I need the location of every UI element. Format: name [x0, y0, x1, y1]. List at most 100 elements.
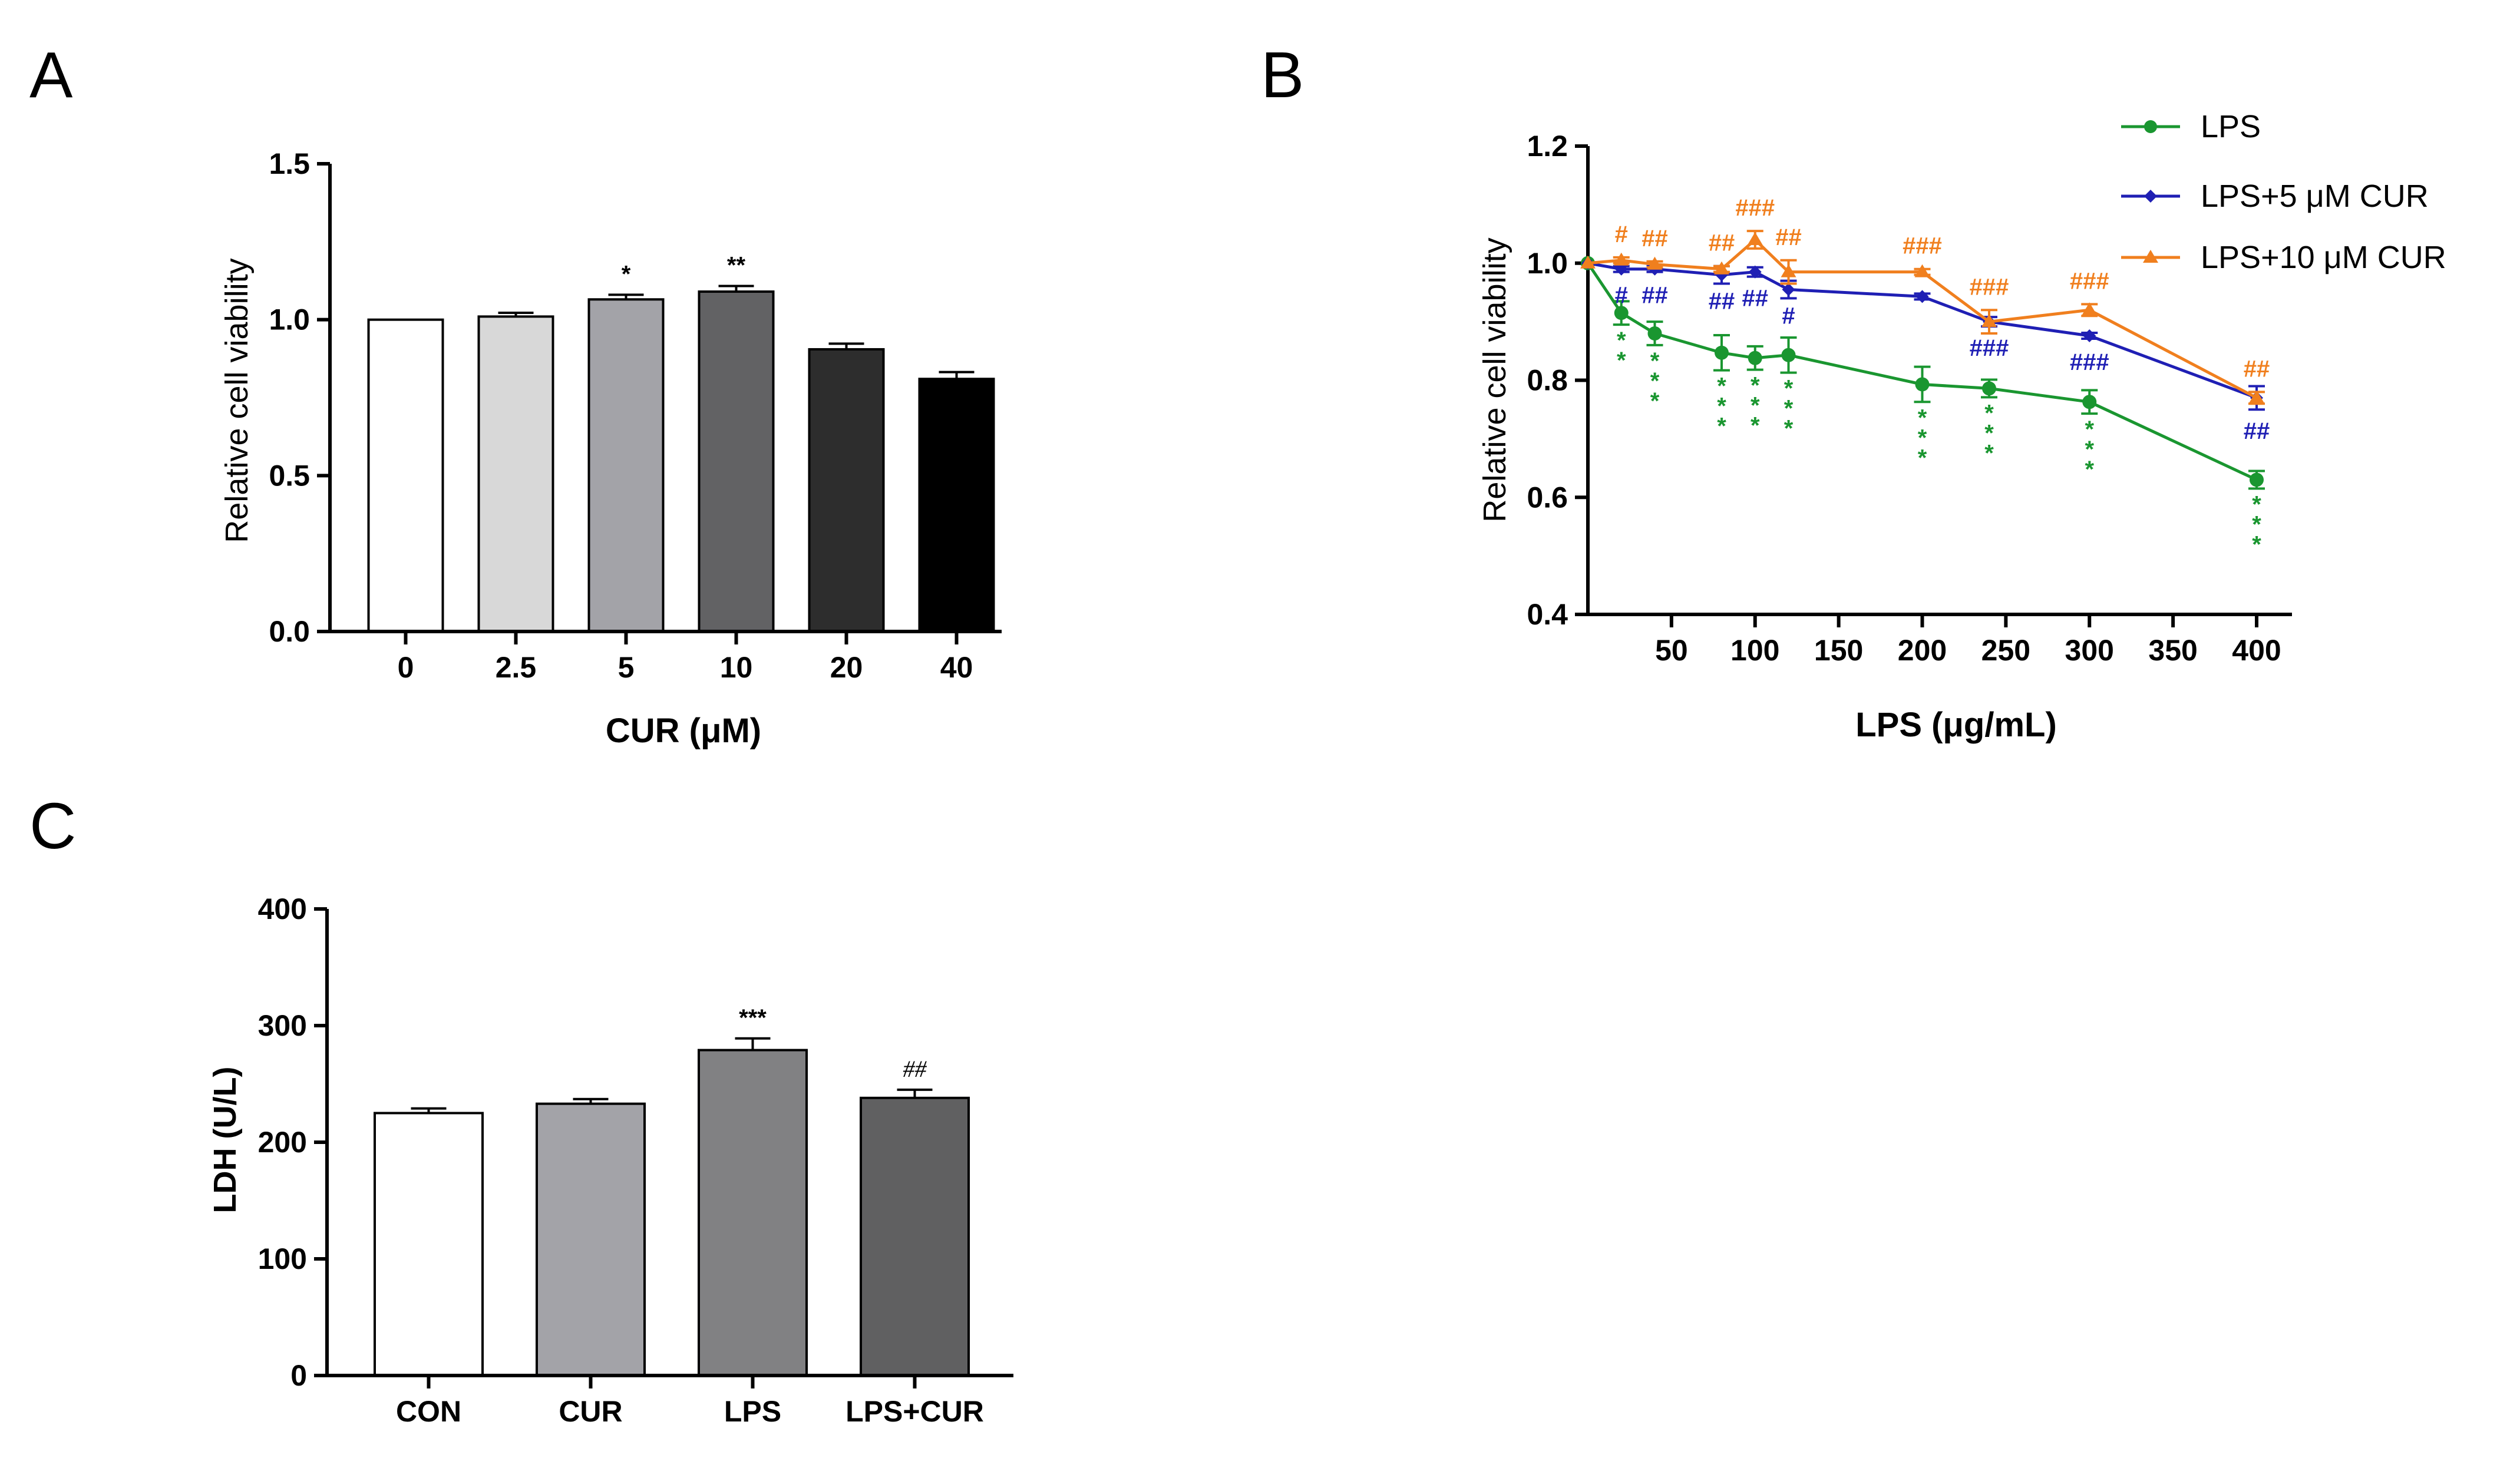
data-point — [1614, 306, 1629, 320]
x-tick-label: 300 — [2065, 634, 2114, 667]
x-tick-label: 50 — [1655, 634, 1688, 667]
bar — [808, 348, 885, 633]
x-tick-label: 20 — [830, 651, 863, 684]
significance-label: *** — [2085, 416, 2094, 482]
data-point — [2082, 395, 2097, 409]
significance-label: # — [1615, 221, 1628, 247]
x-tick-label: 2.5 — [496, 651, 537, 684]
data-point — [1647, 326, 1662, 340]
y-tick-label: 1.5 — [269, 147, 310, 180]
y-tick-label: 1.2 — [1527, 130, 1568, 163]
significance-label: *** — [1784, 376, 1794, 442]
data-point — [1647, 256, 1663, 270]
significance-label: ## — [1709, 289, 1735, 315]
bar — [698, 1049, 808, 1377]
bar — [374, 1112, 484, 1377]
significance-label: *** — [739, 1005, 767, 1031]
data-point — [1748, 265, 1762, 279]
significance-label: # — [1615, 283, 1628, 309]
chart-b: 0.4 0.6 0.8 1.0 1.2 50 100 150 200 250 300 350 400 *… — [1477, 109, 2446, 744]
y-tick-label: 400 — [258, 892, 307, 925]
significance-label: ## — [1775, 224, 1802, 250]
significance-label: ## — [1642, 226, 1668, 252]
chart-b-xlabel: LPS (μg/mL) — [1855, 706, 2057, 744]
y-tick-label: 0.5 — [269, 459, 310, 492]
x-tick-label: CON — [396, 1395, 461, 1428]
significance-label: *** — [1650, 348, 1660, 414]
legend-label-lps-10cur: LPS+10 μM CUR — [2201, 240, 2446, 275]
panel-label-a: A — [29, 39, 73, 111]
significance-label: ** — [1617, 328, 1626, 373]
chart-c: *** ## 0 100 200 300 400 CON CUR LPS LPS+CUR LDH … — [207, 892, 1013, 1428]
panel-label-b: B — [1261, 39, 1304, 111]
data-point — [1981, 314, 1997, 328]
bar — [477, 315, 554, 633]
data-point — [1914, 264, 1930, 277]
x-tick-label: LPS+CUR — [845, 1395, 984, 1428]
significance-label: ### — [2070, 268, 2109, 294]
data-point — [1782, 283, 1795, 296]
y-tick-label: 1.0 — [269, 303, 310, 336]
data-point — [2082, 302, 2098, 316]
y-tick-label: 300 — [258, 1009, 307, 1042]
x-tick-label: CUR — [559, 1395, 622, 1428]
significance-label: ## — [903, 1056, 927, 1082]
x-tick-label: 150 — [1814, 634, 1863, 667]
legend-marker-lps-10cur — [2143, 250, 2158, 263]
chart-a-xlabel: CUR (μM) — [606, 712, 761, 750]
bar — [698, 290, 775, 633]
significance-label: *** — [1751, 373, 1760, 439]
y-tick-label: 0 — [290, 1359, 307, 1392]
data-point — [1715, 345, 1729, 360]
significance-label: ### — [1970, 335, 2009, 361]
x-tick-label: 400 — [2232, 634, 2281, 667]
significance-label: ### — [1735, 195, 1775, 221]
significance-label: *** — [1717, 373, 1726, 439]
chart-a: * ** 0.00.51.01.50 2.5 5 10 20 40 Relative cel… — [219, 147, 1002, 750]
x-tick-label: 250 — [1981, 634, 2030, 667]
data-point — [1580, 255, 1596, 269]
significance-label: *** — [2252, 491, 2261, 557]
significance-label: * — [622, 261, 631, 287]
significance-label: # — [1782, 303, 1795, 329]
data-point — [1781, 348, 1796, 362]
panel-label-c: C — [29, 790, 76, 862]
data-point — [1613, 252, 1629, 266]
bar — [367, 318, 444, 633]
x-tick-label: 200 — [1898, 634, 1947, 667]
chart-b-ylabel: Relative cell viability — [1477, 237, 1512, 522]
y-tick-label: 1.0 — [1527, 247, 1568, 280]
chart-c-ylabel: LDH (U/L) — [207, 1067, 243, 1214]
legend-marker-lps — [2144, 120, 2157, 133]
x-tick-label: LPS — [724, 1395, 781, 1428]
data-point — [2083, 329, 2096, 342]
significance-label: ## — [1709, 230, 1735, 256]
x-tick-label: 5 — [618, 651, 635, 684]
x-tick-label: 0 — [398, 651, 414, 684]
significance-label: ** — [727, 252, 746, 278]
series-line — [1587, 237, 2258, 399]
significance-label: ### — [1970, 274, 2009, 300]
chart-a-ylabel: Relative cell viability — [219, 258, 255, 543]
data-point — [1614, 262, 1628, 276]
significance-label: *** — [1984, 400, 1994, 466]
bar — [860, 1096, 970, 1377]
data-point — [1982, 381, 1996, 396]
data-point — [1747, 232, 1763, 245]
x-tick-label: 350 — [2148, 634, 2197, 667]
data-point — [1781, 264, 1796, 277]
series-2: # ## ####### ###### ##### — [1580, 195, 2270, 405]
x-tick-label: 40 — [940, 651, 973, 684]
significance-label: ## — [1642, 283, 1668, 309]
legend-label-lps: LPS — [2201, 109, 2261, 144]
y-tick-label: 200 — [258, 1126, 307, 1159]
legend-label-lps-5cur: LPS+5 μM CUR — [2201, 178, 2429, 214]
significance-label: ## — [2244, 418, 2270, 444]
y-tick-label: 0.8 — [1527, 364, 1568, 397]
data-point — [1915, 290, 1929, 303]
bar — [918, 378, 995, 633]
data-point — [1915, 377, 1930, 392]
y-tick-label: 0.4 — [1527, 598, 1568, 631]
bar — [587, 298, 665, 633]
